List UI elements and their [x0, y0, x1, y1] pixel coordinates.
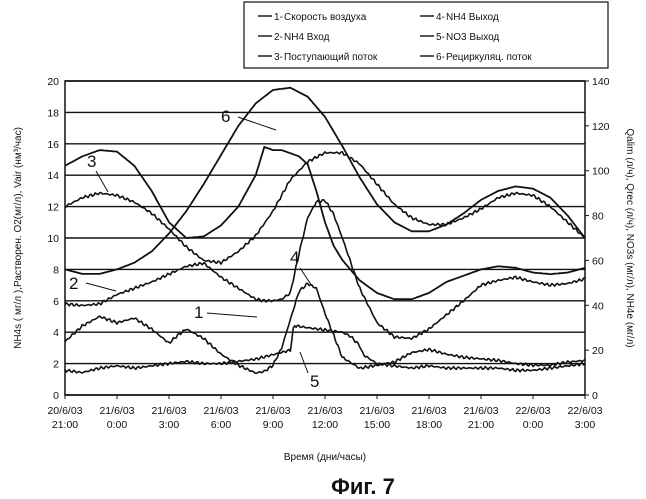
legend-number: 4- [436, 12, 445, 23]
left-tick-label: 6 [53, 296, 59, 308]
series-line-2 [64, 198, 586, 340]
right-axis-title: Qalim (л/ч), Qrec (л/ч), NO3s (мг/л), NH… [624, 128, 635, 347]
left-tick-label: 16 [47, 139, 59, 151]
legend-number: 3- [274, 52, 283, 63]
x-tick-label-date: 20/6/03 [47, 405, 82, 417]
callout-5: 5 [310, 372, 319, 391]
callout-1: 1 [194, 303, 203, 322]
left-tick-label: 8 [53, 264, 59, 276]
right-axis-ticks: 0 20 40 60 80 100 120 140 [585, 76, 610, 402]
callout-2: 2 [69, 274, 78, 293]
series-line-6 [64, 86, 586, 275]
x-tick-label-date: 22/6/03 [567, 405, 602, 417]
x-axis-title: Время (дни/часы) [284, 452, 366, 463]
series-line-5 [64, 324, 586, 374]
callout-leader-3 [95, 170, 109, 193]
right-tick-label: 120 [592, 121, 610, 133]
x-tick-label-date: 22/6/03 [515, 405, 550, 417]
x-tick-label-date: 21/6/03 [255, 405, 290, 417]
callout-4: 4 [290, 248, 299, 267]
right-tick-label: 0 [592, 390, 598, 402]
figure-caption: Фиг. 7 [331, 474, 395, 499]
x-tick-label-time: 15:00 [364, 419, 390, 431]
legend-label: NH4 Выход [446, 12, 499, 23]
legend-number: 5- [436, 32, 445, 43]
series-group [64, 86, 586, 375]
x-tick-label-time: 0:00 [523, 419, 544, 431]
left-tick-label: 18 [47, 107, 59, 119]
callout-leader-4 [299, 267, 313, 287]
left-tick-label: 0 [53, 390, 59, 402]
gridlines [65, 80, 585, 396]
series-line-3 [64, 151, 586, 265]
right-tick-label: 140 [592, 76, 610, 88]
callouts: 1 2 3 4 5 6 [69, 107, 319, 391]
x-tick-label-date: 21/6/03 [359, 405, 394, 417]
x-tick-label-date: 21/6/03 [151, 405, 186, 417]
right-tick-label: 40 [592, 300, 604, 312]
left-tick-label: 12 [47, 202, 59, 214]
series-line-4 [64, 282, 586, 375]
x-tick-label-time: 18:00 [416, 419, 442, 431]
legend-number: 6- [436, 52, 445, 63]
x-tick-label-time: 3:00 [159, 419, 180, 431]
callout-6: 6 [221, 107, 230, 126]
left-tick-label: 2 [53, 359, 59, 371]
series-line-1 [64, 146, 586, 301]
x-tick-label-time: 21:00 [52, 419, 78, 431]
x-tick-label-date: 21/6/03 [307, 405, 342, 417]
callout-leader-1 [206, 312, 258, 318]
legend-label: NH4 Вход [284, 32, 330, 43]
legend-label: NO3 Выход [446, 32, 499, 43]
legend-label: Скорость воздуха [284, 12, 367, 23]
left-tick-label: 4 [53, 327, 59, 339]
left-tick-label: 10 [47, 233, 59, 245]
left-axis-ticks: 0 2 4 6 8 10 12 14 16 18 20 [47, 76, 59, 402]
left-axis-title: NH4s ( мг/л ),Растворен. O2(мг/л), Vair … [13, 127, 24, 349]
x-tick-label-time: 12:00 [312, 419, 338, 431]
x-tick-label-date: 21/6/03 [411, 405, 446, 417]
legend-frame [243, 1, 609, 69]
x-axis-ticks: 20/6/03 21:00 21/6/03 0:00 21/6/03 3:00 21/6/0… [47, 395, 603, 431]
x-tick-label-time: 21:00 [468, 419, 494, 431]
legend-label: Поступающий поток [284, 52, 378, 63]
x-tick-label-time: 0:00 [107, 419, 128, 431]
x-tick-label-date: 21/6/03 [203, 405, 238, 417]
left-tick-label: 14 [47, 170, 59, 182]
right-tick-label: 100 [592, 166, 610, 178]
legend-label: Рециркуляц. поток [446, 52, 532, 63]
x-tick-label-time: 6:00 [211, 419, 232, 431]
legend-number: 2- [274, 32, 283, 43]
callout-leader-6 [237, 116, 277, 131]
right-tick-label: 20 [592, 345, 604, 357]
x-tick-label-date: 21/6/03 [463, 405, 498, 417]
callout-3: 3 [87, 152, 96, 171]
callout-leader-2 [85, 282, 117, 292]
legend-number: 1- [274, 12, 283, 23]
right-tick-label: 60 [592, 255, 604, 267]
left-tick-label: 20 [47, 76, 59, 88]
callout-leader-5 [299, 351, 309, 374]
x-tick-label-time: 9:00 [263, 419, 284, 431]
right-tick-label: 80 [592, 211, 604, 223]
x-tick-label-time: 3:00 [575, 419, 596, 431]
x-tick-label-date: 21/6/03 [99, 405, 134, 417]
